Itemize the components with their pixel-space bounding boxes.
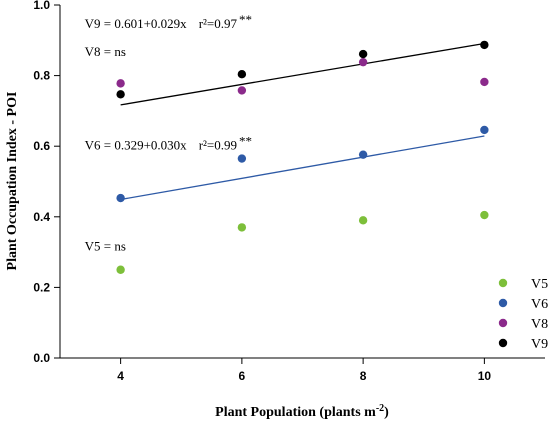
point-v6 xyxy=(237,154,247,163)
point-v6 xyxy=(358,150,368,159)
y-tick-label: 0.8 xyxy=(33,69,50,83)
x-axis-title: Plant Population (plants m-2) xyxy=(215,403,389,420)
legend: V5 V6 V8 V9 xyxy=(498,277,548,352)
y-tick-label: 0.6 xyxy=(33,139,50,153)
axes xyxy=(59,5,545,359)
legend-label-v6: V6 xyxy=(531,297,548,312)
legend-marker-v9 xyxy=(498,338,508,348)
y-tick-label: 0.4 xyxy=(33,210,50,224)
point-v5 xyxy=(480,210,489,220)
legend-marker-v8 xyxy=(498,318,508,328)
data-points xyxy=(116,40,489,274)
equation-label: V9 = 0.601+0.029x r²=0.97 ** xyxy=(85,12,252,31)
point-v8 xyxy=(237,86,247,95)
fit-lines xyxy=(120,42,485,201)
y-tick-label: 0.2 xyxy=(33,280,50,294)
point-v5 xyxy=(358,216,368,225)
equation-label: V8 = ns xyxy=(85,44,126,59)
x-tick-label: 4 xyxy=(117,369,124,383)
point-v8 xyxy=(116,79,125,88)
point-v9 xyxy=(358,49,368,59)
legend-marker-v6 xyxy=(498,298,508,308)
annotations: V9 = 0.601+0.029x r²=0.97 ** V8 = ns V6 = 0.… xyxy=(85,12,252,253)
x-tick-label: 6 xyxy=(239,369,246,383)
legend-label-v5: V5 xyxy=(531,277,548,292)
fit-line-v9 xyxy=(120,42,485,106)
y-tick-label: 1.0 xyxy=(33,0,50,12)
point-v6 xyxy=(480,125,489,135)
y-axis-title: Plant Occupation Index - POI xyxy=(5,92,20,271)
x-tick-label: 8 xyxy=(360,369,367,383)
equation-label: V6 = 0.329+0.030x r²=0.99 ** xyxy=(85,134,252,153)
point-v9 xyxy=(480,40,489,50)
point-v9 xyxy=(116,90,125,99)
x-ticks: 4 6 8 10 xyxy=(117,358,491,383)
point-v8 xyxy=(480,77,489,87)
point-v6 xyxy=(116,193,125,203)
y-ticks: 0.0 0.2 0.4 0.6 0.8 1.0 xyxy=(33,0,60,365)
x-tick-label: 10 xyxy=(478,369,492,383)
legend-label-v9: V9 xyxy=(531,337,548,352)
point-v5 xyxy=(116,265,125,274)
point-v8 xyxy=(358,57,368,67)
legend-label-v8: V8 xyxy=(531,317,548,332)
point-v5 xyxy=(237,223,247,232)
fit-line-v6 xyxy=(120,135,485,201)
equation-label: V5 = ns xyxy=(85,238,126,253)
legend-marker-v5 xyxy=(498,278,508,288)
point-v9 xyxy=(237,69,247,79)
y-tick-label: 0.0 xyxy=(33,351,50,365)
